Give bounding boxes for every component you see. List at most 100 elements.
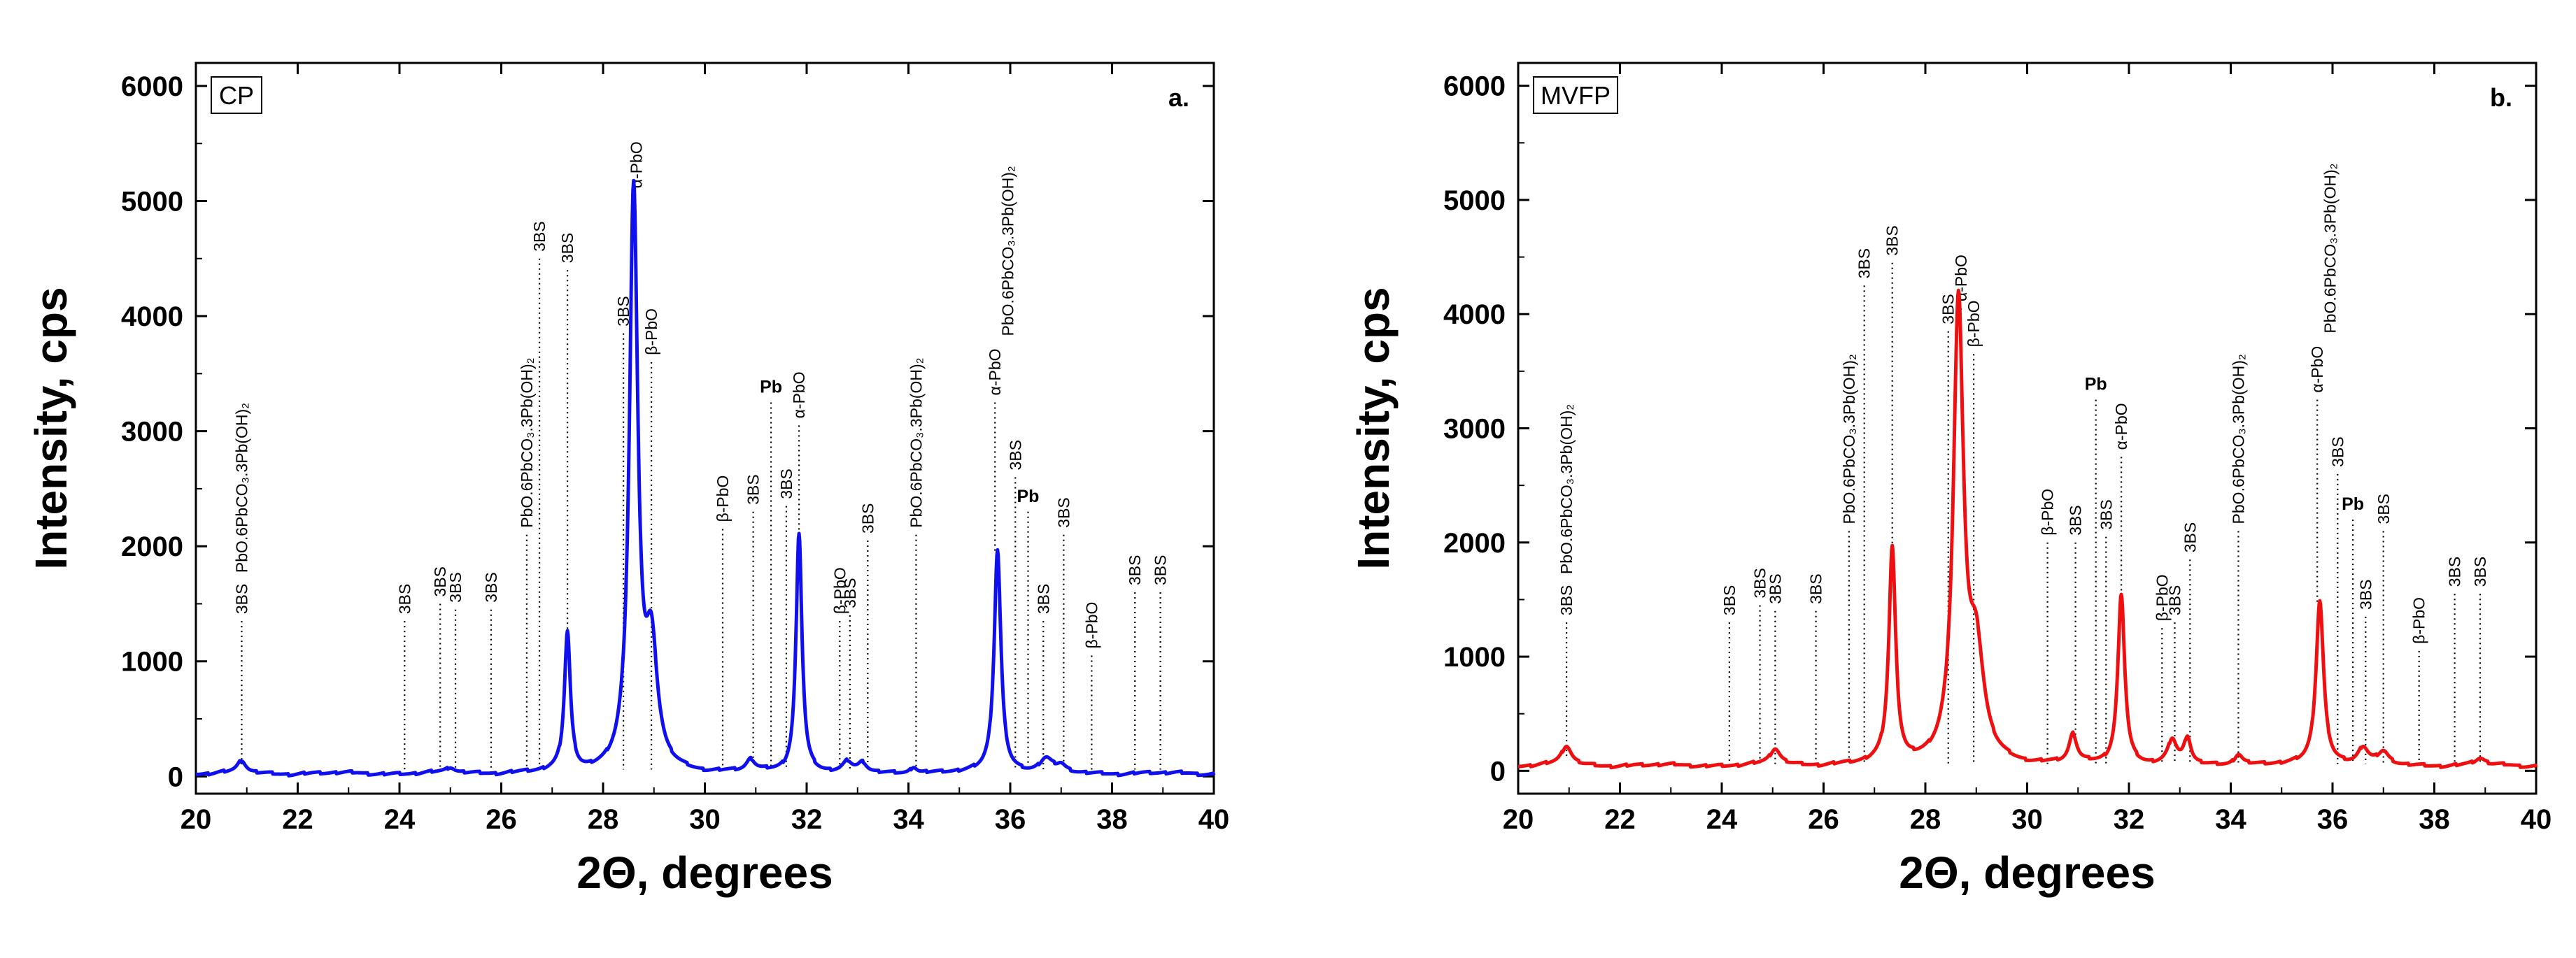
sample-label-box bbox=[211, 76, 262, 114]
phase-label: 3BS bbox=[1883, 225, 1902, 255]
phase-label: α-PbO bbox=[2308, 346, 2326, 393]
phase-label: 3BS bbox=[232, 584, 250, 614]
panel-label: a. bbox=[1168, 83, 1189, 112]
x-tick-label: 22 bbox=[1604, 804, 1636, 835]
phase-label: 3BS bbox=[2375, 494, 2393, 524]
y-tick-label: 4000 bbox=[121, 301, 183, 332]
phase-label: 3BS bbox=[1855, 248, 1874, 278]
phase-label: β-PbO bbox=[2153, 574, 2171, 621]
phase-label: 3BS bbox=[446, 572, 465, 602]
x-tick-label: 40 bbox=[2521, 804, 2552, 835]
phase-label: 3BS bbox=[431, 566, 449, 596]
y-tick-label: 3000 bbox=[121, 417, 183, 448]
phase-label: 3BS bbox=[395, 584, 413, 614]
phase-label: 3BS bbox=[558, 233, 576, 263]
phase-label: 3BS bbox=[1054, 497, 1073, 527]
x-tick-label: 36 bbox=[2317, 804, 2349, 835]
phase-label: 3BS bbox=[2181, 522, 2199, 552]
x-tick-label: 32 bbox=[2114, 804, 2145, 835]
phase-label: 3BS bbox=[1751, 568, 1769, 598]
y-axis-title: Intensity, cps bbox=[1348, 287, 1399, 569]
phase-label: 3BS bbox=[1126, 555, 1144, 585]
y-tick-label: 0 bbox=[168, 762, 183, 792]
phase-label: PbO.6PbCO₃.3Pb(OH)₂ bbox=[232, 403, 250, 573]
phase-label: 3BS bbox=[1557, 585, 1576, 615]
panel-label: b. bbox=[2490, 83, 2512, 112]
phase-label: PbO.6PbCO₃.3Pb(OH)₂ bbox=[998, 166, 1017, 336]
x-tick-label: 26 bbox=[1808, 804, 1839, 835]
phase-label: PbO.6PbCO₃.3Pb(OH)₂ bbox=[2321, 163, 2339, 333]
y-tick-label: 2000 bbox=[121, 531, 183, 562]
y-tick-label: 4000 bbox=[1443, 299, 1506, 330]
phase-label: 3BS bbox=[1939, 294, 1958, 324]
panel-a-cp-chart: 20 22 24 26 28 30 32 34 36 38 40 0 1000 2000 3000 4000 5… bbox=[26, 62, 1230, 898]
x-tick-label: 24 bbox=[1706, 804, 1738, 835]
y-tick-label: 1000 bbox=[121, 647, 183, 678]
phase-label: 3BS bbox=[777, 469, 795, 499]
phase-label: 3BS bbox=[1807, 573, 1825, 603]
phase-label: 3BS bbox=[858, 503, 877, 533]
phase-label: α-PbO bbox=[1952, 255, 1970, 301]
sample-label-box bbox=[1533, 76, 1618, 114]
phase-label: Pb bbox=[760, 377, 782, 396]
phase-label: α-PbO bbox=[627, 141, 645, 188]
x-tick-label: 30 bbox=[2011, 804, 2043, 835]
y-tick-label: 6000 bbox=[1443, 71, 1506, 102]
phase-label: 3BS bbox=[2067, 505, 2085, 535]
x-tick-label: 38 bbox=[1096, 804, 1128, 835]
phase-label: 3BS bbox=[2471, 557, 2489, 587]
x-tick-label: 20 bbox=[1503, 804, 1534, 835]
y-tick-label: 0 bbox=[1490, 756, 1506, 787]
phase-label: 3BS bbox=[1720, 585, 1739, 615]
x-tick-label: 32 bbox=[791, 804, 823, 835]
phase-label: β-PbO bbox=[2410, 597, 2428, 644]
diffraction-curve bbox=[1517, 288, 2538, 770]
phase-label: 3BS bbox=[2097, 499, 2115, 529]
phase-label: Pb bbox=[2085, 375, 2107, 394]
phase-label: PbO.6PbCO₃.3Pb(OH)₂ bbox=[518, 357, 536, 527]
phase-label: β-PbO bbox=[2039, 489, 2057, 536]
x-tick-label: 30 bbox=[689, 804, 721, 835]
diffraction-curve bbox=[194, 178, 1216, 778]
phase-label: β-PbO bbox=[1965, 300, 1983, 347]
y-axis-title: Intensity, cps bbox=[26, 287, 76, 569]
panel-b-mvfp-chart: 20 22 24 26 28 30 32 34 36 38 40 0 1000 2000 3000 4000 5… bbox=[1348, 62, 2552, 898]
phase-label: α-PbO bbox=[2112, 403, 2130, 450]
phase-label: Pb bbox=[2342, 494, 2364, 514]
x-tick-label: 36 bbox=[995, 804, 1026, 835]
phase-label: 3BS bbox=[2446, 557, 2464, 587]
x-tick-label: 26 bbox=[486, 804, 517, 835]
phase-label: 3BS bbox=[1006, 440, 1024, 470]
phase-label: 3BS bbox=[744, 474, 763, 504]
y-tick-label: 1000 bbox=[1443, 642, 1506, 673]
phase-label: 3BS bbox=[530, 221, 549, 251]
x-tick-label: 34 bbox=[893, 804, 924, 835]
y-tick-label: 5000 bbox=[1443, 185, 1506, 216]
phase-label: Pb bbox=[1017, 487, 1039, 506]
phase-label: β-PbO bbox=[1082, 602, 1101, 649]
phase-label: PbO.6PbCO₃.3Pb(OH)₂ bbox=[2229, 354, 2247, 524]
x-tick-label: 28 bbox=[588, 804, 619, 835]
x-tick-label: 28 bbox=[1910, 804, 1941, 835]
phase-label: 3BS bbox=[1034, 584, 1052, 614]
x-tick-label: 24 bbox=[384, 804, 416, 835]
x-axis-title: 2Θ, degrees bbox=[1899, 848, 2155, 898]
phase-label: PbO.6PbCO₃.3Pb(OH)₂ bbox=[1557, 404, 1576, 574]
phase-label: α-PbO bbox=[790, 371, 808, 418]
phase-label: 3BS bbox=[1766, 573, 1784, 603]
phase-label: 3BS bbox=[841, 578, 859, 608]
y-tick-label: 2000 bbox=[1443, 528, 1506, 559]
phase-label: β-PbO bbox=[642, 308, 660, 355]
phase-label: 3BS bbox=[2356, 579, 2375, 609]
phase-label: β-PbO bbox=[714, 476, 732, 522]
y-tick-label: 6000 bbox=[121, 71, 183, 102]
x-tick-label: 34 bbox=[2215, 804, 2246, 835]
phase-label: β-PbO bbox=[830, 567, 849, 614]
phase-label: PbO.6PbCO₃.3Pb(OH)₂ bbox=[1840, 354, 1858, 524]
x-tick-label: 38 bbox=[2419, 804, 2450, 835]
x-tick-label: 40 bbox=[1198, 804, 1230, 835]
x-axis-title: 2Θ, degrees bbox=[576, 848, 833, 898]
sample-label: CP bbox=[219, 81, 254, 110]
x-tick-label: 20 bbox=[181, 804, 212, 835]
